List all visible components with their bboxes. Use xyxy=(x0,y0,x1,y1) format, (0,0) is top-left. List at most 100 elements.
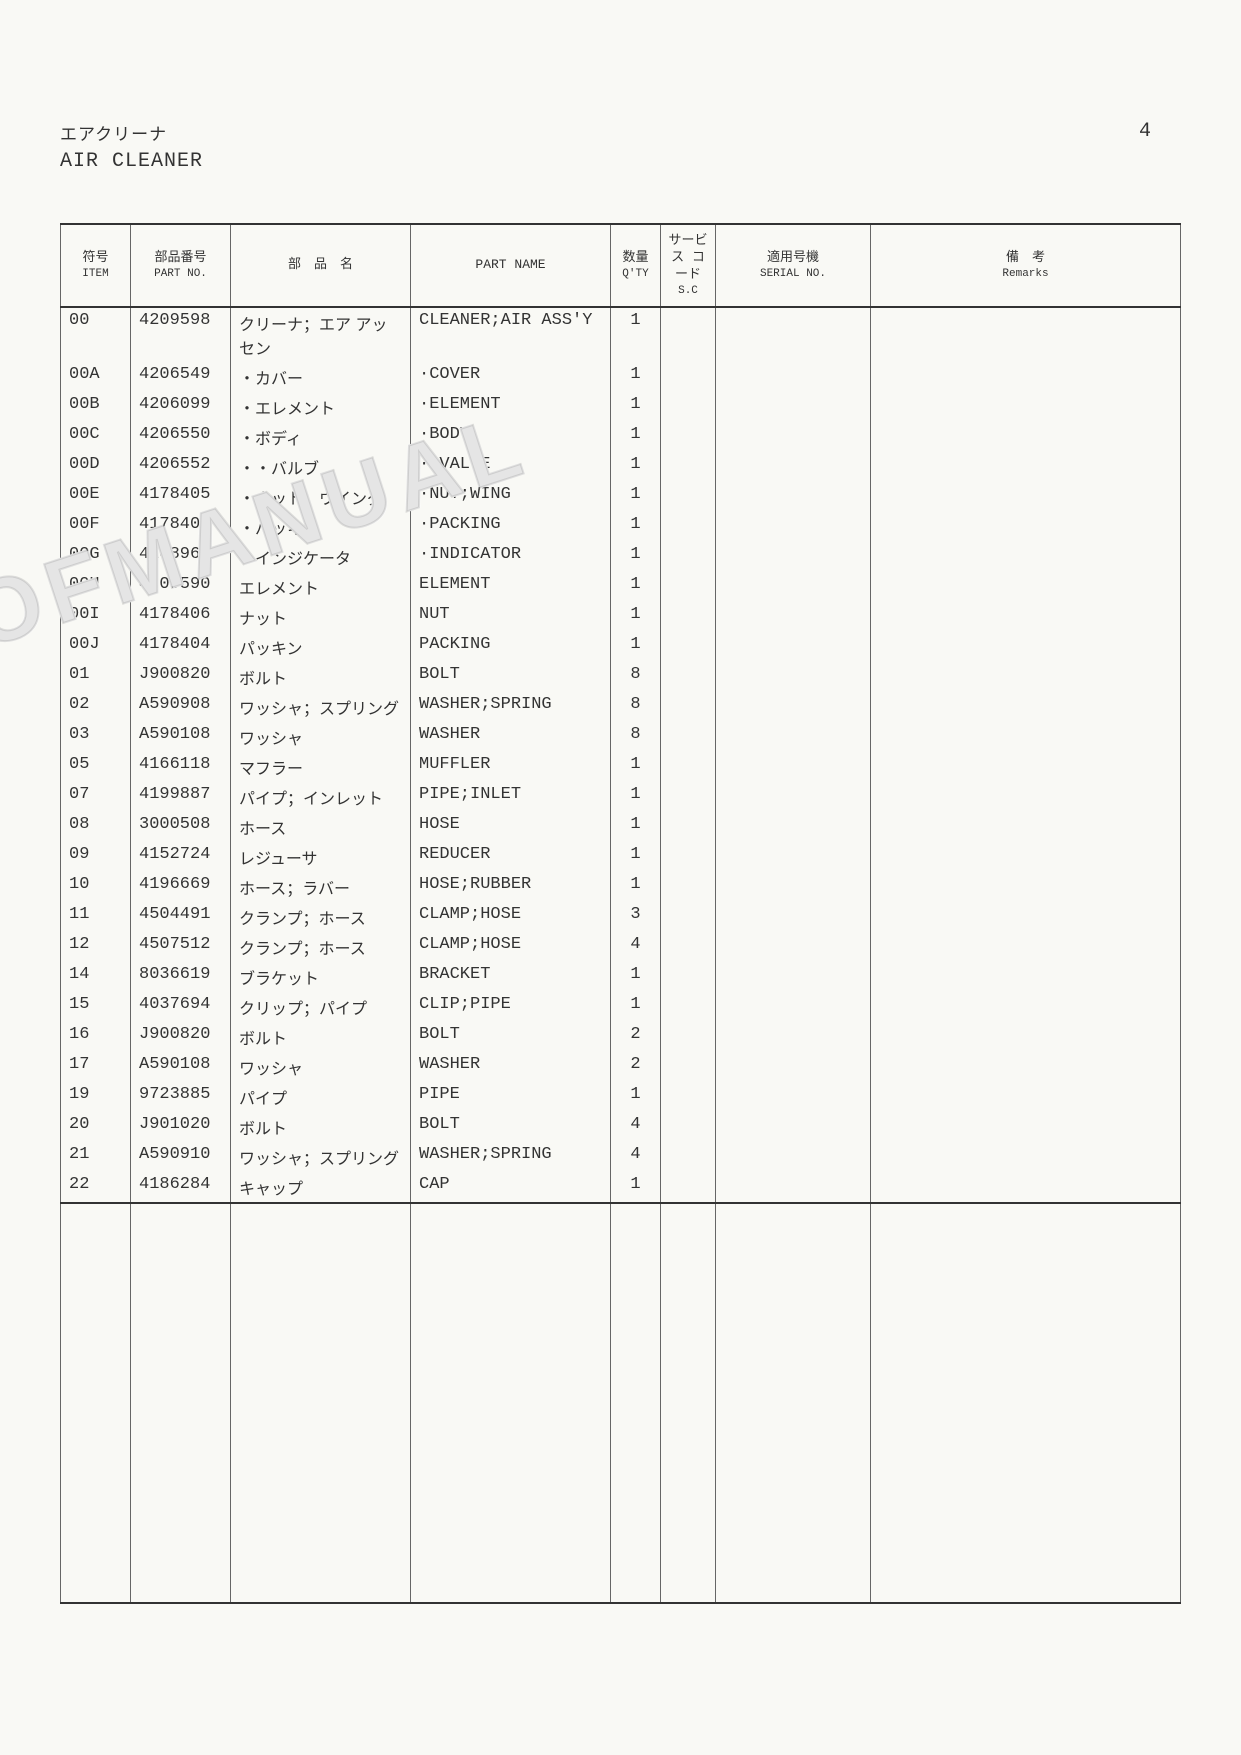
cell-enname: PIPE;INLET xyxy=(411,782,611,812)
cell-sc xyxy=(661,842,716,872)
cell-jpname: ・パッキン xyxy=(231,512,411,542)
cell-serial xyxy=(716,752,871,782)
table-body: 004209598クリーナ；エア アッセンCLEANER;AIR ASS'Y10… xyxy=(61,307,1181,1203)
table-row: 02A590908ワッシャ；スプリングWASHER;SPRING8 xyxy=(61,692,1181,722)
col-item: 符号ITEM xyxy=(61,224,131,307)
title-japanese: エアクリーナ xyxy=(60,120,1181,146)
cell-sc xyxy=(661,752,716,782)
cell-sc xyxy=(661,1082,716,1112)
table-row: 074199887パイプ；インレットPIPE;INLET1 xyxy=(61,782,1181,812)
cell-qty: 8 xyxy=(611,662,661,692)
table-row: 148036619ブラケットBRACKET1 xyxy=(61,962,1181,992)
cell-serial xyxy=(716,1052,871,1082)
cell-partno: 4178406 xyxy=(131,602,231,632)
cell-sc xyxy=(661,1022,716,1052)
cell-sc xyxy=(661,932,716,962)
table-row: 00H4209590エレメントELEMENT1 xyxy=(61,572,1181,602)
cell-qty: 1 xyxy=(611,602,661,632)
cell-enname: BOLT xyxy=(411,1022,611,1052)
cell-serial xyxy=(716,362,871,392)
cell-partno: 4206549 xyxy=(131,362,231,392)
cell-partno: J901020 xyxy=(131,1112,231,1142)
cell-serial xyxy=(716,602,871,632)
cell-sc xyxy=(661,1112,716,1142)
cell-partno: A590910 xyxy=(131,1142,231,1172)
table-row: 00F4178404・パッキン·PACKING1 xyxy=(61,512,1181,542)
cell-qty: 1 xyxy=(611,1172,661,1203)
cell-qty: 4 xyxy=(611,1112,661,1142)
table-row: 16J900820ボルトBOLT2 xyxy=(61,1022,1181,1052)
cell-item: 20 xyxy=(61,1112,131,1142)
table-row: 00D4206552・・バルブ··VALVE1 xyxy=(61,452,1181,482)
cell-enname: WASHER xyxy=(411,1052,611,1082)
cell-enname: REDUCER xyxy=(411,842,611,872)
cell-sc xyxy=(661,362,716,392)
cell-sc xyxy=(661,722,716,752)
cell-item: 00A xyxy=(61,362,131,392)
cell-qty: 1 xyxy=(611,842,661,872)
cell-qty: 1 xyxy=(611,482,661,512)
table-row: 154037694クリップ；パイプCLIP;PIPE1 xyxy=(61,992,1181,1022)
cell-item: 01 xyxy=(61,662,131,692)
table-row: 01J900820ボルトBOLT8 xyxy=(61,662,1181,692)
cell-sc xyxy=(661,1052,716,1082)
cell-serial xyxy=(716,722,871,752)
cell-qty: 1 xyxy=(611,307,661,362)
table-row: 00G4148963・インジケータ·INDICATOR1 xyxy=(61,542,1181,572)
cell-qty: 1 xyxy=(611,542,661,572)
cell-qty: 1 xyxy=(611,632,661,662)
cell-remarks xyxy=(871,512,1181,542)
cell-partno: 4037694 xyxy=(131,992,231,1022)
cell-serial xyxy=(716,1172,871,1203)
table-row: 00C4206550・ボディ·BODY1 xyxy=(61,422,1181,452)
cell-qty: 4 xyxy=(611,1142,661,1172)
table-row: 104196669ホース；ラバーHOSE;RUBBER1 xyxy=(61,872,1181,902)
cell-qty: 1 xyxy=(611,962,661,992)
cell-jpname: ・・バルブ xyxy=(231,452,411,482)
cell-qty: 1 xyxy=(611,422,661,452)
cell-item: 17 xyxy=(61,1052,131,1082)
cell-partno: J900820 xyxy=(131,1022,231,1052)
cell-remarks xyxy=(871,362,1181,392)
table-row: 199723885パイプPIPE1 xyxy=(61,1082,1181,1112)
cell-sc xyxy=(661,812,716,842)
cell-partno: 4178405 xyxy=(131,482,231,512)
cell-enname: HOSE xyxy=(411,812,611,842)
cell-item: 16 xyxy=(61,1022,131,1052)
cell-item: 00C xyxy=(61,422,131,452)
cell-qty: 3 xyxy=(611,902,661,932)
cell-item: 00J xyxy=(61,632,131,662)
title-english: AIR CLEANER xyxy=(60,150,1181,173)
cell-jpname: ボルト xyxy=(231,1022,411,1052)
cell-sc xyxy=(661,902,716,932)
cell-jpname: ブラケット xyxy=(231,962,411,992)
cell-qty: 1 xyxy=(611,782,661,812)
cell-partno: 4178404 xyxy=(131,512,231,542)
cell-enname: ·PACKING xyxy=(411,512,611,542)
cell-item: 21 xyxy=(61,1142,131,1172)
page-number: 4 xyxy=(1139,120,1151,143)
cell-item: 00H xyxy=(61,572,131,602)
cell-enname: ··VALVE xyxy=(411,452,611,482)
cell-remarks xyxy=(871,452,1181,482)
cell-item: 00G xyxy=(61,542,131,572)
cell-serial xyxy=(716,782,871,812)
cell-jpname: ボルト xyxy=(231,1112,411,1142)
cell-jpname: パッキン xyxy=(231,632,411,662)
cell-enname: PIPE xyxy=(411,1082,611,1112)
col-jpname: 部 品 名 xyxy=(231,224,411,307)
cell-sc xyxy=(661,602,716,632)
cell-item: 02 xyxy=(61,692,131,722)
cell-remarks xyxy=(871,422,1181,452)
cell-serial xyxy=(716,422,871,452)
cell-serial xyxy=(716,1022,871,1052)
cell-enname: WASHER;SPRING xyxy=(411,1142,611,1172)
table-header-row: 符号ITEM 部品番号PART NO. 部 品 名 PART NAME 数量Q'… xyxy=(61,224,1181,307)
table-row: 21A590910ワッシャ；スプリングWASHER;SPRING4 xyxy=(61,1142,1181,1172)
cell-serial xyxy=(716,692,871,722)
cell-partno: A590908 xyxy=(131,692,231,722)
cell-jpname: ・カバー xyxy=(231,362,411,392)
table-row: 00I4178406ナットNUT1 xyxy=(61,602,1181,632)
cell-sc xyxy=(661,1172,716,1203)
col-remarks: 備 考Remarks xyxy=(871,224,1181,307)
